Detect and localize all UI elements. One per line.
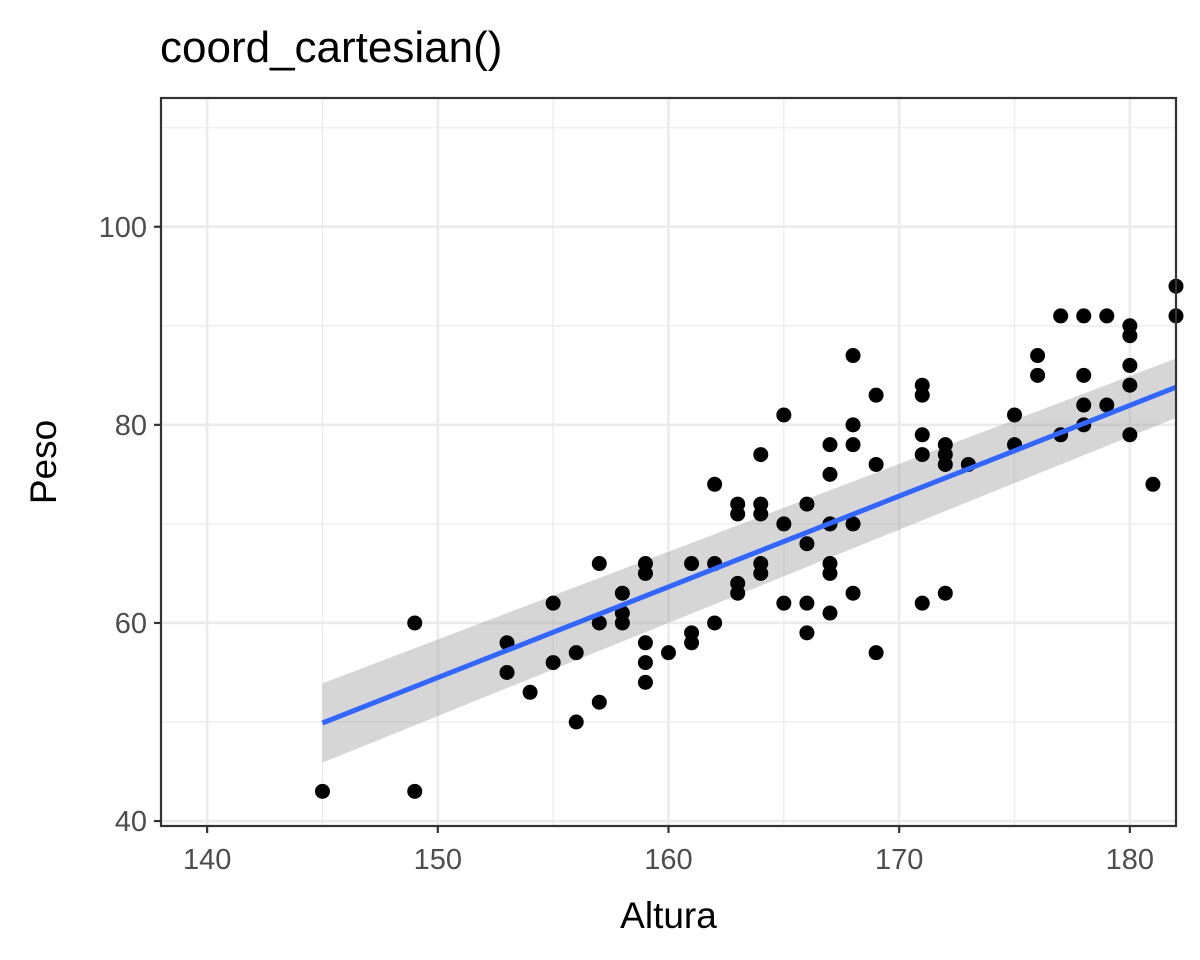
data-point [1122, 328, 1138, 344]
data-point [845, 348, 861, 364]
data-point [868, 645, 884, 661]
data-point [914, 427, 930, 443]
data-point [822, 565, 838, 581]
data-point [822, 605, 838, 621]
y-tick-label: 60 [115, 608, 147, 640]
data-point [799, 536, 815, 552]
x-tick-label: 170 [875, 844, 923, 876]
data-point [568, 645, 584, 661]
data-point [637, 565, 653, 581]
data-point [937, 456, 953, 472]
y-tick-label: 80 [115, 410, 147, 442]
data-point [591, 615, 607, 631]
data-point [799, 625, 815, 641]
data-point [753, 506, 769, 522]
data-point [545, 595, 561, 611]
x-tick-label: 150 [414, 844, 462, 876]
data-point [776, 595, 792, 611]
confidence-band [322, 358, 1176, 763]
data-point [522, 684, 538, 700]
data-point [730, 506, 746, 522]
data-point [1076, 397, 1092, 413]
data-point [1076, 308, 1092, 324]
data-point [1076, 367, 1092, 383]
data-point [868, 387, 884, 403]
data-point [637, 655, 653, 671]
smooth-line [321, 384, 1177, 726]
data-point [614, 615, 630, 631]
data-point [591, 556, 607, 572]
x-tick-label: 160 [644, 844, 692, 876]
data-point [407, 615, 423, 631]
data-point [845, 437, 861, 453]
data-point [822, 466, 838, 482]
data-point [707, 615, 723, 631]
data-point [753, 565, 769, 581]
x-tick-label: 180 [1106, 844, 1154, 876]
data-point [637, 635, 653, 651]
data-point [707, 476, 723, 492]
data-point [822, 437, 838, 453]
data-point [799, 496, 815, 512]
data-point [1030, 367, 1046, 383]
data-point [1122, 357, 1138, 373]
data-point [661, 645, 676, 661]
data-point [499, 664, 515, 680]
x-axis-title: Altura [620, 895, 717, 936]
data-point [314, 783, 330, 799]
data-point [914, 595, 930, 611]
data-point [1030, 348, 1046, 364]
data-point [776, 516, 792, 532]
data-point [1099, 397, 1115, 413]
data-point [1007, 407, 1023, 423]
data-point [753, 447, 769, 463]
data-point [1122, 427, 1138, 443]
data-point [845, 417, 861, 433]
y-axis-title: Peso [23, 420, 64, 504]
grid [161, 98, 1176, 826]
x-tick-label: 140 [183, 844, 231, 876]
axis-ticks [154, 225, 1131, 833]
data-point [684, 556, 700, 572]
data-point [1053, 308, 1069, 324]
data-point [1145, 476, 1161, 492]
confidence-band-layer [322, 358, 1176, 763]
data-point [937, 585, 953, 601]
data-point [407, 783, 423, 799]
y-tick-label: 40 [115, 806, 147, 838]
data-point [591, 694, 607, 710]
data-point [614, 585, 630, 601]
data-point [799, 595, 815, 611]
data-point [545, 655, 561, 671]
data-point [776, 407, 792, 423]
smooth-line-layer [321, 384, 1177, 726]
chart-title: coord_cartesian() [160, 23, 502, 72]
y-tick-label: 100 [99, 212, 147, 244]
data-point [1099, 308, 1115, 324]
data-point [914, 447, 930, 463]
points-layer [314, 278, 1184, 799]
data-point [1122, 377, 1138, 393]
data-point [568, 714, 584, 730]
data-point [868, 456, 884, 472]
data-point [730, 585, 746, 601]
data-point [637, 674, 653, 690]
data-point [845, 516, 861, 532]
data-point [914, 387, 930, 403]
data-point [684, 635, 700, 651]
data-point [845, 585, 861, 601]
axis-tick-labels: 140 150 160 170 180 40 60 80 100 [99, 212, 1154, 876]
